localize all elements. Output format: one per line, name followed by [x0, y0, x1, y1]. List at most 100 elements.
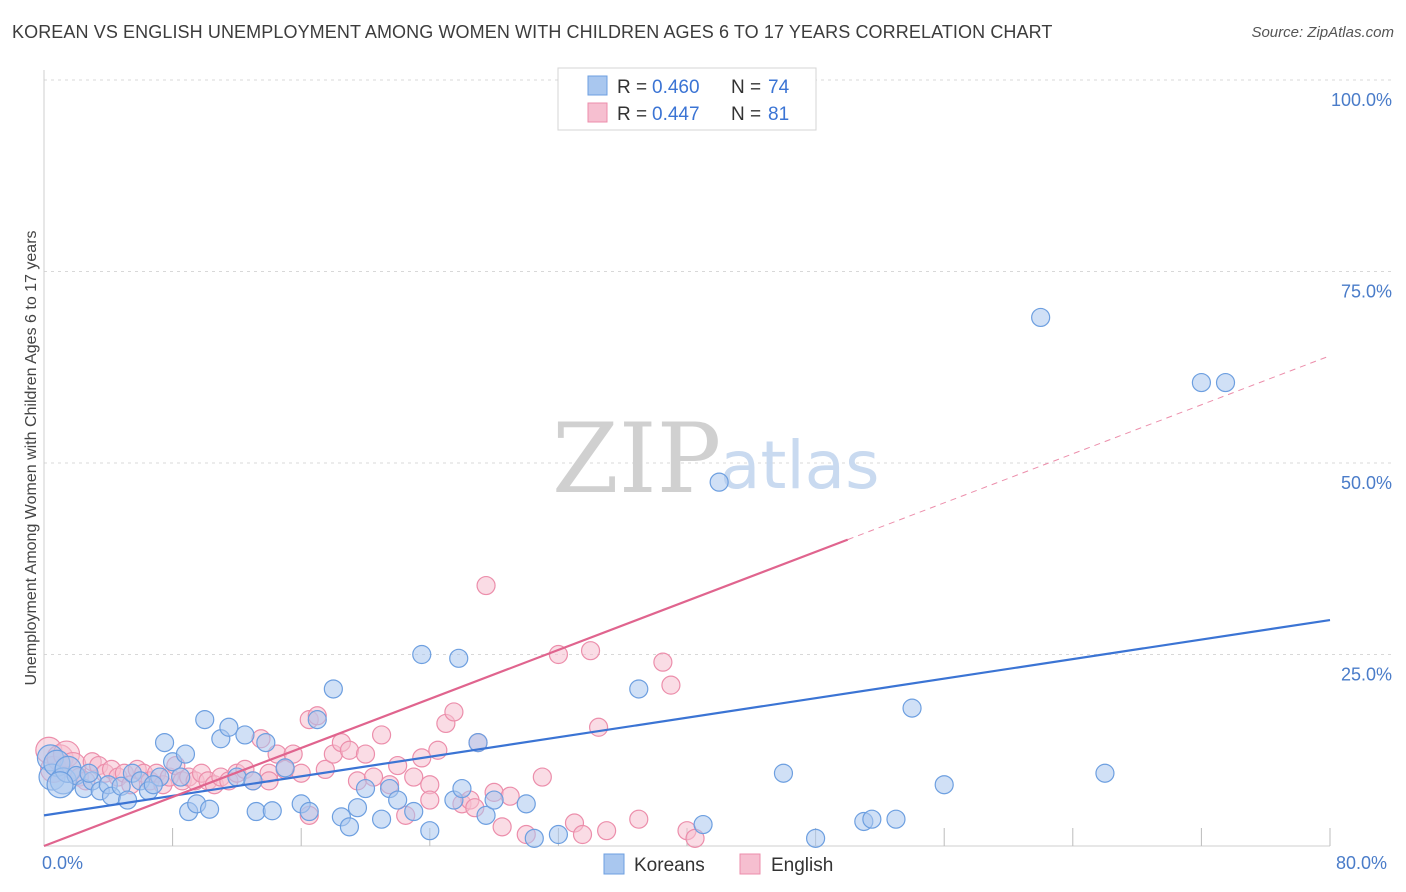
korean-point [79, 763, 99, 783]
grid-lines [44, 79, 1392, 655]
y-axis-label: Unemployment Among Women with Children A… [23, 230, 40, 685]
english-point [291, 763, 311, 783]
bottom-legend-label-koreans: Koreans [634, 855, 705, 876]
english-point [355, 744, 376, 764]
korean-point [862, 809, 882, 829]
english-point [572, 824, 593, 845]
korean-point [219, 717, 239, 737]
english-point [500, 786, 520, 806]
korean-point [693, 814, 713, 835]
korean-point [371, 809, 392, 829]
korean-point [449, 648, 469, 668]
korean-point [347, 798, 368, 818]
korean-point [235, 725, 255, 745]
korean-point [468, 732, 488, 753]
legend-n-value-english: 81 [768, 104, 789, 125]
english-point [661, 675, 681, 695]
legend: R = 0.460 N = 74 R = 0.447 N = 81 [557, 67, 817, 131]
korean-point [243, 771, 263, 791]
korean-point [902, 698, 922, 718]
korean-point [175, 744, 196, 764]
korean-point [299, 801, 319, 822]
legend-swatch-english [587, 102, 608, 123]
x-tick-label-max: 80.0% [1336, 853, 1387, 873]
korean-point [46, 771, 74, 799]
bottom-legend-swatch-english [739, 853, 761, 875]
korean-point [1095, 763, 1115, 783]
korean-point [629, 679, 649, 699]
legend-n-value-koreans: 74 [768, 77, 790, 98]
english-point [629, 809, 649, 829]
english-point [420, 790, 440, 810]
korean-point [1191, 372, 1212, 393]
legend-swatch-koreans [587, 75, 608, 96]
y-tick-label: 50.0% [1341, 473, 1392, 493]
korean-point [934, 775, 954, 795]
english-point [404, 767, 424, 787]
korean-point [355, 778, 376, 799]
korean-point [323, 679, 343, 699]
korean-point [709, 472, 729, 492]
source-credit: Source: ZipAtlas.com [1251, 24, 1394, 41]
korean-point [773, 763, 794, 783]
english-point [492, 817, 512, 837]
korean-point [1031, 307, 1051, 328]
y-tick-label: 75.0% [1341, 282, 1392, 302]
koreans-trend-line [43, 618, 1331, 817]
korean-point [886, 809, 906, 829]
english-point [653, 652, 673, 672]
english-point [532, 767, 552, 787]
korean-point [452, 778, 472, 799]
english-point [388, 755, 408, 776]
legend-r-value-english: 0.447 [652, 104, 700, 125]
english-point [588, 717, 609, 737]
english-point [444, 702, 464, 722]
korean-point [307, 710, 327, 730]
korean-point [246, 801, 266, 822]
korean-point [420, 821, 440, 841]
watermark: ZIP atlas [552, 403, 880, 515]
legend-r-label-koreans: R = [617, 77, 652, 98]
y-tick-label: 100.0% [1331, 90, 1392, 110]
trend-lines [43, 355, 1331, 848]
korean-point [516, 794, 536, 814]
y-tick-labels: 25.0% 50.0% 75.0% 100.0% [1331, 90, 1392, 685]
korean-point [154, 732, 175, 753]
x-tick-label-min: 0.0% [42, 853, 83, 873]
korean-points [36, 307, 1236, 848]
korean-point [476, 805, 496, 825]
korean-point [171, 767, 191, 787]
english-point [476, 575, 496, 596]
legend-n-label-english: N = [731, 104, 766, 125]
english-point [371, 725, 392, 745]
korean-point [195, 710, 215, 730]
legend-r-value-koreans: 0.460 [652, 77, 700, 98]
english-points [35, 575, 705, 848]
korean-point [256, 732, 276, 753]
korean-point [199, 799, 220, 819]
korean-point [805, 828, 826, 848]
english-point [580, 641, 601, 661]
legend-n-label-koreans: N = [731, 77, 766, 98]
english-point [339, 740, 360, 760]
korean-point [524, 828, 544, 848]
watermark-atlas: atlas [720, 427, 880, 504]
legend-r-label-english: R = [617, 104, 652, 125]
korean-point [412, 644, 432, 665]
korean-point [339, 817, 360, 837]
chart-title: KOREAN VS ENGLISH UNEMPLOYMENT AMONG WOM… [12, 22, 1053, 42]
korean-point [404, 801, 424, 822]
korean-point [117, 790, 138, 810]
bottom-legend: Koreans English [603, 853, 833, 876]
korean-point [388, 790, 408, 810]
korean-point [1215, 372, 1236, 393]
bottom-legend-label-english: English [771, 855, 833, 876]
watermark-zip: ZIP [552, 403, 721, 515]
y-tick-label: 25.0% [1341, 665, 1392, 685]
korean-point [143, 775, 163, 795]
korean-point [275, 758, 295, 778]
bottom-legend-swatch-koreans [603, 853, 625, 875]
english-trend-line [43, 538, 849, 848]
english-point [597, 821, 617, 841]
